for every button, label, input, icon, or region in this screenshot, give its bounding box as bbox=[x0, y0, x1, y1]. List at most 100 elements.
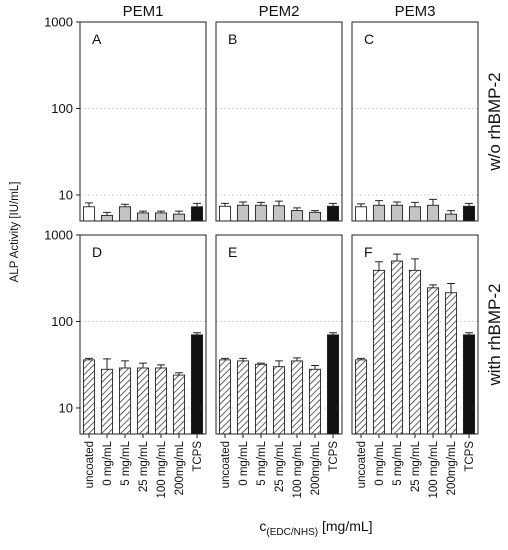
row-label-2: with rhBMP-2 bbox=[485, 283, 504, 386]
panel-f: F bbox=[351, 234, 479, 438]
bar-d-0 bbox=[82, 359, 96, 435]
bar-d-3 bbox=[136, 367, 150, 435]
bar-c-3 bbox=[408, 206, 422, 222]
bar-a-1 bbox=[100, 214, 114, 222]
error-bar-b-4 bbox=[293, 207, 301, 211]
error-bar-d-4 bbox=[157, 364, 165, 368]
error-bar-b-2 bbox=[257, 201, 265, 206]
panel-e: E bbox=[215, 234, 343, 438]
bar-f-1 bbox=[372, 269, 386, 435]
y-tick-label: 1000 bbox=[44, 15, 73, 30]
bar-d-2 bbox=[118, 367, 132, 435]
bar-d-5 bbox=[172, 374, 186, 435]
error-bar-f-2 bbox=[393, 253, 401, 262]
category-label-1-6: TCPS bbox=[328, 441, 340, 472]
category-label-0-5: 200mg/mL bbox=[174, 440, 186, 495]
bar-b-2 bbox=[254, 204, 268, 222]
error-bar-d-6 bbox=[193, 332, 201, 335]
error-bar-e-5 bbox=[311, 364, 319, 370]
error-bar-d-2 bbox=[121, 360, 129, 368]
category-label-2-4: 100 mg/mL bbox=[428, 440, 440, 498]
category-label-1-5: 200mg/mL bbox=[310, 440, 322, 495]
bar-b-1 bbox=[236, 204, 250, 222]
error-bar-f-6 bbox=[465, 332, 473, 335]
category-label-0-1: 0 mg/mL bbox=[102, 440, 114, 485]
bar-c-2 bbox=[390, 204, 404, 222]
category-label-0-3: 25 mg/mL bbox=[138, 440, 150, 492]
error-bar-f-1 bbox=[375, 261, 383, 271]
error-bar-c-3 bbox=[411, 201, 419, 207]
bar-a-5 bbox=[172, 213, 186, 222]
panel-letter: D bbox=[92, 244, 102, 260]
panel-c: C bbox=[351, 21, 479, 222]
panel-letter: A bbox=[92, 31, 102, 47]
y-tick-label: 100 bbox=[51, 314, 73, 329]
error-bar-e-3 bbox=[275, 360, 283, 367]
y-tick-label: 10 bbox=[59, 400, 73, 415]
bar-f-4 bbox=[426, 287, 440, 435]
bar-a-4 bbox=[154, 212, 168, 222]
error-bar-c-4 bbox=[429, 198, 437, 206]
error-bar-c-1 bbox=[375, 200, 383, 206]
error-bar-c-6 bbox=[465, 202, 473, 207]
panel-letter: E bbox=[228, 244, 237, 260]
bar-f-3 bbox=[408, 269, 422, 435]
labels-layer: ALP Activity [IU/mL] c(EDC/NHS) [mg/mL] bbox=[9, 182, 373, 538]
column-title-3: PEM3 bbox=[395, 3, 436, 20]
panel-d: D bbox=[79, 234, 207, 438]
category-label-0-2: 5 mg/mL bbox=[120, 440, 132, 485]
bar-c-6 bbox=[462, 205, 476, 222]
category-label-2-6: TCPS bbox=[464, 441, 476, 472]
error-bar-e-0 bbox=[221, 357, 229, 360]
y-tick-label: 100 bbox=[51, 101, 73, 116]
category-label-2-2: 5 mg/mL bbox=[392, 440, 404, 485]
error-bar-b-6 bbox=[329, 202, 337, 207]
error-bar-b-1 bbox=[239, 201, 247, 206]
category-label-1-0: uncoated bbox=[220, 441, 232, 488]
bar-c-1 bbox=[372, 204, 386, 222]
panel-letter: F bbox=[364, 244, 373, 260]
bar-e-1 bbox=[236, 360, 250, 435]
bar-d-1 bbox=[100, 368, 114, 435]
bar-d-6 bbox=[190, 334, 204, 435]
panel-letter: B bbox=[228, 31, 237, 47]
bar-f-0 bbox=[354, 359, 368, 435]
bar-a-6 bbox=[190, 206, 204, 222]
bar-a-0 bbox=[82, 206, 96, 222]
bar-b-5 bbox=[308, 211, 322, 222]
bar-e-5 bbox=[308, 368, 322, 435]
error-bar-a-2 bbox=[121, 203, 129, 207]
bar-a-2 bbox=[118, 206, 132, 222]
panel-b: B bbox=[215, 21, 343, 222]
category-label-0-0: uncoated bbox=[84, 441, 96, 488]
category-label-2-0: uncoated bbox=[356, 441, 368, 488]
bar-e-2 bbox=[254, 363, 268, 435]
error-bar-d-0 bbox=[85, 357, 93, 360]
error-bar-e-1 bbox=[239, 357, 247, 361]
bar-f-2 bbox=[390, 260, 404, 435]
x-axis-label: c(EDC/NHS) [mg/mL] bbox=[259, 518, 372, 538]
bar-d-4 bbox=[154, 367, 168, 435]
error-bar-f-5 bbox=[447, 282, 455, 293]
bar-e-0 bbox=[218, 359, 232, 435]
panels-layer: A B C D E F 10 100 1000 10 100 1000 PEM1 PEM2 PEM3 w/o … bbox=[44, 3, 504, 499]
error-bar-e-2 bbox=[257, 362, 265, 365]
bar-c-4 bbox=[426, 204, 440, 222]
panel-frame bbox=[79, 21, 207, 222]
bar-a-3 bbox=[136, 212, 150, 222]
y-axis-label: ALP Activity [IU/mL] bbox=[9, 182, 21, 283]
category-label-0-6: TCPS bbox=[192, 441, 204, 472]
column-title-2: PEM2 bbox=[259, 3, 300, 20]
bar-c-0 bbox=[354, 206, 368, 222]
error-bar-f-4 bbox=[429, 284, 437, 288]
error-bar-a-1 bbox=[103, 211, 111, 216]
panel-letter: C bbox=[364, 31, 374, 47]
column-title-1: PEM1 bbox=[123, 3, 164, 20]
y-tick-label: 1000 bbox=[44, 228, 73, 243]
bar-e-3 bbox=[272, 366, 286, 435]
x-axis-label-subscript: (EDC/NHS) bbox=[266, 527, 318, 538]
category-label-1-2: 5 mg/mL bbox=[256, 440, 268, 485]
error-bar-f-0 bbox=[357, 357, 365, 360]
bar-b-6 bbox=[326, 205, 340, 222]
